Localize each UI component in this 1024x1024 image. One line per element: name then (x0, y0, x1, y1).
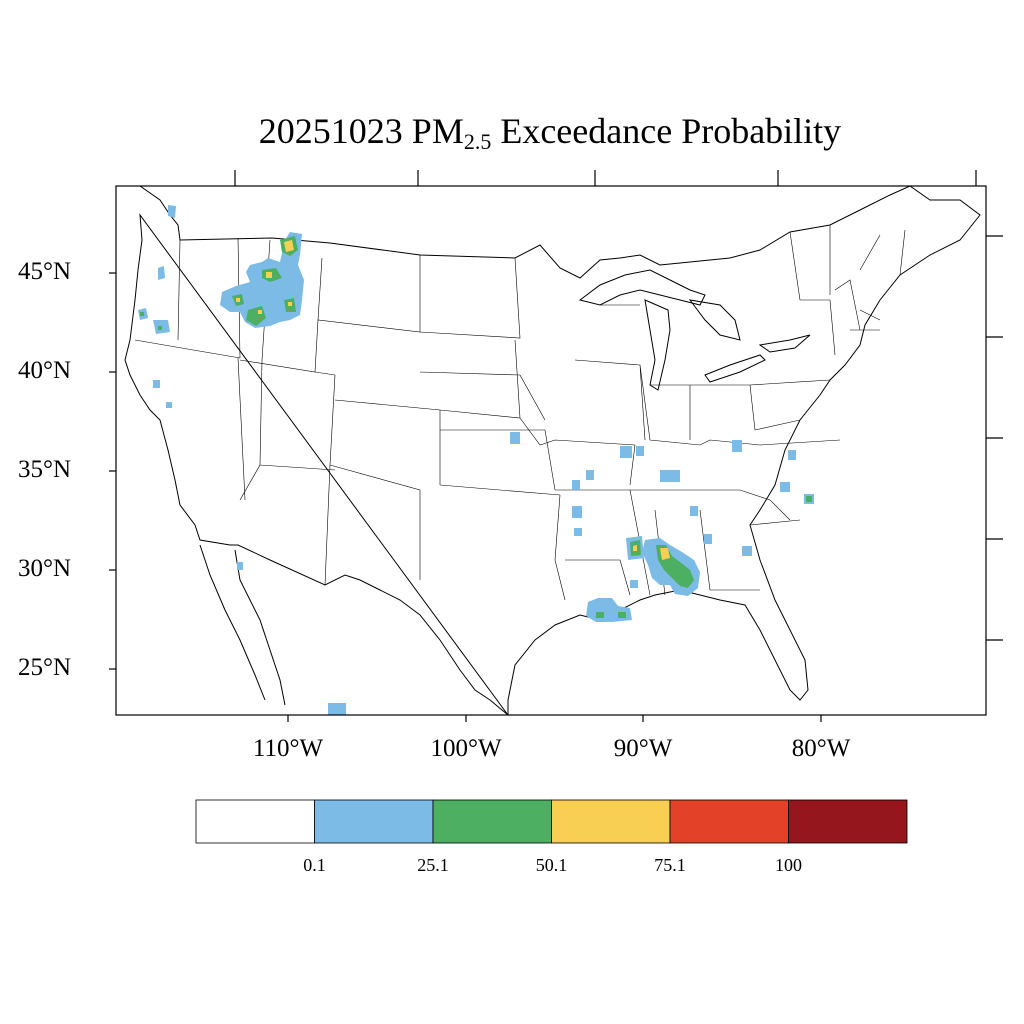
colorbar-label-0: 0.1 (303, 855, 326, 875)
colorbar-label-3: 75.1 (654, 855, 686, 875)
lat-label-40: 40°N (18, 357, 72, 384)
axis-ticks (109, 170, 1003, 722)
colorbar-label-1: 25.1 (417, 855, 449, 875)
colorbar-bin-5 (788, 799, 908, 844)
colorbar-bin-3 (551, 799, 671, 844)
colorbar (195, 799, 908, 844)
colorbar-label-2: 50.1 (535, 855, 568, 875)
lon-label-90: 90°W (613, 735, 673, 762)
title-subscript: 2.5 (463, 129, 492, 154)
lat-label-30: 30°N (18, 555, 72, 582)
colorbar-label-4: 100 (775, 855, 802, 875)
lat-label-45: 45°N (18, 258, 72, 285)
colorbar-bin-1 (314, 799, 434, 844)
lon-label-80: 80°W (791, 735, 851, 762)
great-lakes (578, 269, 811, 391)
lon-label-100: 100°W (430, 735, 502, 762)
colorbar-bin-0 (195, 799, 315, 844)
lat-label-25: 25°N (18, 654, 72, 681)
lat-label-35: 35°N (18, 456, 72, 483)
colorbar-bin-4 (669, 799, 789, 844)
colorbar-bin-2 (432, 799, 552, 844)
title-prefix: 20251023 PM (258, 111, 464, 151)
state-boundaries (134, 237, 881, 601)
lon-label-110: 110°W (252, 735, 324, 762)
map-title: 20251023 PM2.5 Exceedance Probability (0, 110, 1024, 155)
title-suffix: Exceedance Probability (491, 111, 842, 151)
map-frame (115, 185, 987, 716)
probability-fills (138, 205, 814, 715)
